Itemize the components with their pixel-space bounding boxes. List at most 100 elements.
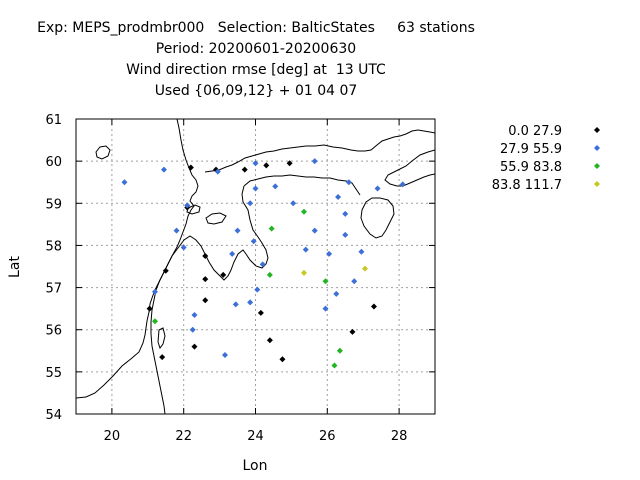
chart-title: Exp: MEPS_prodmbr000 Selection: BalticSt… xyxy=(0,18,512,102)
station-marker xyxy=(311,158,318,165)
island-hiiumaa xyxy=(186,204,201,215)
station-marker xyxy=(252,185,259,192)
station-marker xyxy=(252,160,259,167)
legend-label: 83.8 111.7 xyxy=(492,178,562,193)
station-marker xyxy=(342,231,349,238)
title-line-used: Used {06,09,12} + 01 04 07 xyxy=(154,83,358,99)
station-marker xyxy=(257,309,264,316)
coastline-finland xyxy=(204,129,435,173)
legend: 0.0 27.9 27.9 55.9 55.9 83.8 83.8 111.7 xyxy=(492,124,600,193)
station-marker xyxy=(322,278,329,285)
y-axis-label: Lat xyxy=(7,256,23,278)
station-marker xyxy=(300,208,307,215)
y-tick-label: 56 xyxy=(45,324,62,339)
x-tick-label: 20 xyxy=(104,429,121,444)
y-tick-label: 54 xyxy=(45,408,62,423)
station-marker xyxy=(374,185,381,192)
station-marker xyxy=(351,278,358,285)
station-marker xyxy=(336,347,343,354)
station-marker xyxy=(214,168,221,175)
coastline-gulf-east xyxy=(384,149,435,187)
station-marker xyxy=(333,290,340,297)
station-marker xyxy=(300,269,307,276)
axis-ticks: 20 22 24 26 28 54 55 56 57 58 59 60 61 xyxy=(45,113,435,444)
station-marker xyxy=(335,193,342,200)
station-marker xyxy=(160,166,167,173)
station-marker xyxy=(311,227,318,234)
coastline-estonia-north xyxy=(243,174,361,196)
coastline xyxy=(76,119,435,414)
station-marker xyxy=(189,326,196,333)
station-marker xyxy=(326,250,333,257)
island-aland xyxy=(95,145,111,160)
legend-marker xyxy=(594,127,600,133)
lake-peipus xyxy=(360,197,395,239)
station-marker xyxy=(202,276,209,283)
legend-label: 0.0 27.9 xyxy=(508,124,562,139)
station-marker xyxy=(229,250,236,257)
station-marker xyxy=(234,227,241,234)
station-marker xyxy=(322,305,329,312)
station-marker xyxy=(232,301,239,308)
station-marker xyxy=(399,181,406,188)
station-marker xyxy=(268,225,275,232)
station-marker xyxy=(220,271,227,278)
station-marker xyxy=(254,286,261,293)
station-marker xyxy=(370,303,377,310)
station-marker xyxy=(191,343,198,350)
x-tick-label: 22 xyxy=(175,429,192,444)
title-line-variable: Wind direction rmse [deg] at 13 UTC xyxy=(126,62,386,78)
x-tick-label: 28 xyxy=(391,429,408,444)
title-line-experiment: Exp: MEPS_prodmbr000 Selection: BalticSt… xyxy=(37,20,475,36)
station-marker xyxy=(266,337,273,344)
legend-marker xyxy=(594,181,600,187)
station-marker xyxy=(159,354,166,361)
station-marker xyxy=(266,271,273,278)
station-marker xyxy=(247,299,254,306)
station-marker xyxy=(202,297,209,304)
station-marker xyxy=(342,210,349,217)
station-marker xyxy=(151,288,158,295)
station-marker xyxy=(173,227,180,234)
station-marker xyxy=(221,352,228,358)
coastline-estonia-latvia xyxy=(150,185,269,414)
station-marker xyxy=(259,261,266,268)
x-tick-label: 24 xyxy=(247,429,264,444)
station-marker xyxy=(187,164,194,171)
coastline-sweden xyxy=(76,119,199,399)
station-marker xyxy=(151,318,158,325)
station-marker xyxy=(349,328,356,335)
island-saaremaa xyxy=(205,212,227,225)
x-tick-label: 26 xyxy=(319,429,336,444)
y-tick-label: 61 xyxy=(45,113,62,128)
legend-label: 27.9 55.9 xyxy=(500,142,562,157)
x-axis-label: Lon xyxy=(243,458,268,474)
station-marker xyxy=(272,183,279,190)
legend-label: 55.9 83.8 xyxy=(500,160,562,175)
station-marker xyxy=(286,160,293,167)
y-tick-label: 60 xyxy=(45,155,62,170)
station-marker xyxy=(345,179,352,186)
station-marker xyxy=(247,200,254,207)
station-marker xyxy=(361,265,368,272)
station-marker xyxy=(331,362,338,369)
legend-marker xyxy=(594,163,600,169)
station-marker xyxy=(279,356,286,363)
station-marker xyxy=(162,267,169,274)
station-marker xyxy=(121,179,128,186)
y-tick-label: 57 xyxy=(45,282,62,297)
curonian-lagoon xyxy=(157,327,166,350)
station-marker xyxy=(202,252,209,259)
y-tick-label: 58 xyxy=(45,239,62,254)
station-marker xyxy=(191,311,198,318)
station-marker xyxy=(290,200,297,207)
legend-marker xyxy=(594,145,600,151)
y-tick-label: 59 xyxy=(45,197,62,212)
station-marker xyxy=(180,244,187,251)
station-points xyxy=(121,158,406,369)
station-marker xyxy=(184,202,191,209)
title-line-period: Period: 20200601-20200630 xyxy=(155,41,357,57)
grid-lines xyxy=(76,118,435,415)
station-marker xyxy=(358,248,365,255)
